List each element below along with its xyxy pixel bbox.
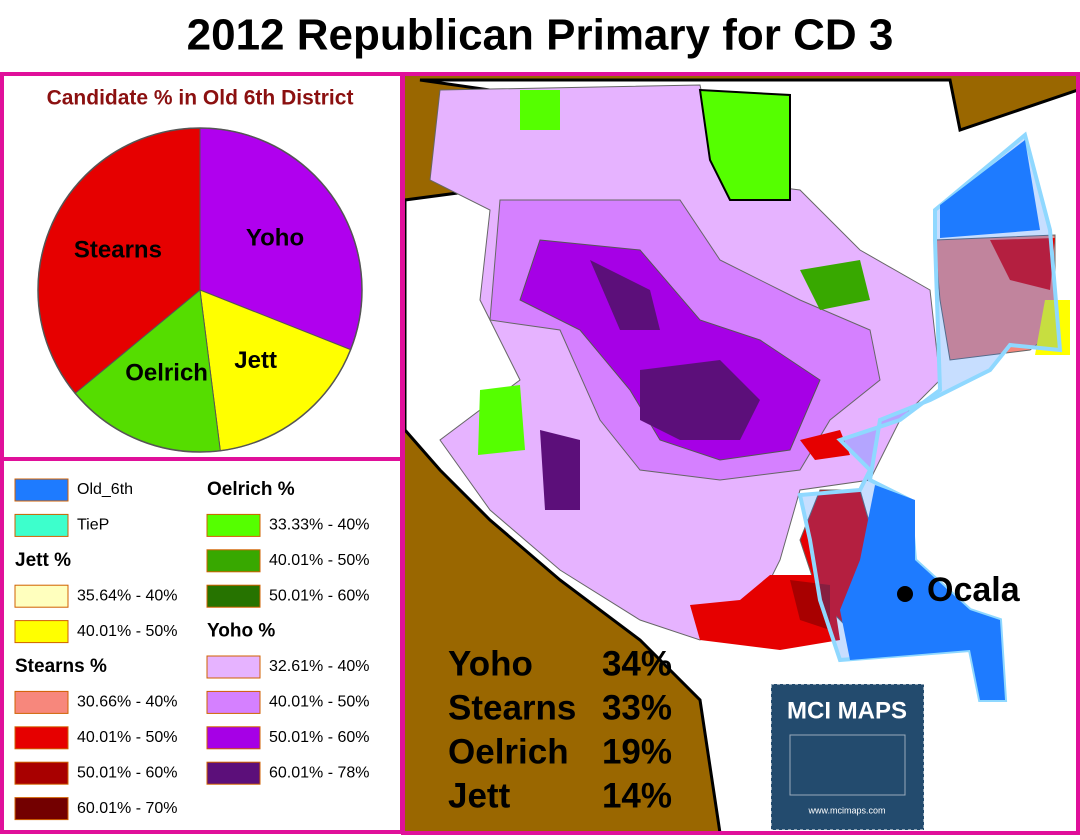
result-name: Stearns	[448, 688, 576, 727]
legend-swatch	[14, 761, 69, 785]
legend-heading: Jett %	[15, 550, 71, 571]
legend-swatch	[206, 690, 261, 714]
result-percent: 34%	[602, 644, 672, 683]
result-name: Yoho	[448, 644, 533, 683]
yoho-area	[590, 260, 660, 330]
legend-label: 32.61% - 40%	[269, 658, 370, 675]
legend-swatch	[14, 620, 69, 644]
result-name: Jett	[448, 776, 511, 815]
legend-label: 40.01% - 50%	[269, 552, 370, 569]
legend-swatch	[206, 761, 261, 785]
legend-label: 30.66% - 40%	[77, 694, 178, 711]
legend-label: 50.01% - 60%	[77, 764, 178, 781]
legend-panel	[0, 457, 404, 834]
stearns-area	[990, 238, 1055, 290]
old-6th-area	[940, 140, 1040, 238]
legend-swatch	[206, 584, 261, 608]
legend-label: 50.01% - 60%	[269, 587, 370, 604]
slice-label: Stearns	[74, 237, 162, 264]
legend-swatch	[14, 797, 69, 821]
page-title: 2012 Republican Primary for CD 3	[187, 11, 894, 60]
legend-heading: Yoho %	[207, 621, 275, 642]
oelrich-area	[520, 90, 560, 130]
legend-label: 60.01% - 78%	[269, 764, 370, 781]
stearns-area	[800, 430, 850, 460]
logo-url: www.mcimaps.com	[807, 805, 885, 815]
legend-label: 35.64% - 40%	[77, 587, 178, 604]
legend-swatch	[14, 584, 69, 608]
legend-heading: Stearns %	[15, 656, 107, 677]
yoho-area	[640, 360, 760, 440]
result-percent: 19%	[602, 732, 672, 771]
slice-label: Jett	[234, 347, 277, 374]
oelrich-area	[698, 88, 791, 201]
logo-name: MCI MAPS	[787, 697, 907, 724]
legend-swatch	[206, 549, 261, 573]
map-panel	[401, 72, 1080, 835]
legend-swatch	[14, 513, 69, 537]
logo-box	[770, 683, 925, 831]
oelrich-area	[478, 385, 525, 455]
old-6th-area	[840, 485, 1005, 700]
legend-label: 33.33% - 40%	[269, 517, 370, 534]
legend-swatch	[206, 655, 261, 679]
logo: MCI MAPS www.mcimaps.com	[770, 683, 925, 831]
legend-label: Old_6th	[77, 481, 133, 498]
yoho-area	[540, 430, 580, 510]
result-percent: 14%	[602, 776, 672, 815]
pie-title: Candidate % in Old 6th District	[47, 87, 354, 110]
legend-swatch	[206, 513, 261, 537]
legend-swatch	[14, 726, 69, 750]
legend-label: 50.01% - 60%	[269, 729, 370, 746]
legend-swatch	[14, 690, 69, 714]
city-dot	[897, 586, 913, 602]
pie: Yoho Jett Oelrich Stearns	[37, 127, 363, 453]
pie-outline	[37, 127, 363, 453]
map: Ocala	[403, 75, 1080, 835]
legend-label: TieP	[77, 517, 109, 534]
results: Yoho 34% Stearns 33% Oelrich 19% Jett 14%	[448, 644, 672, 815]
slice-label: Yoho	[246, 224, 304, 251]
legend-heading: Oelrich %	[207, 479, 295, 500]
legend: Old_6th TieP Jett % 35.64% - 40% 40.01% - 50…	[14, 478, 370, 821]
legend-label: 60.01% - 70%	[77, 800, 178, 817]
legend-swatch	[206, 726, 261, 750]
logo-map	[789, 734, 906, 796]
city-label: Ocala	[927, 571, 1021, 609]
legend-label: 40.01% - 50%	[269, 694, 370, 711]
result-percent: 33%	[602, 688, 672, 727]
legend-label: 40.01% - 50%	[77, 623, 178, 640]
legend-label: 40.01% - 50%	[77, 729, 178, 746]
legend-swatch	[14, 478, 69, 502]
slice-label: Oelrich	[125, 360, 208, 387]
oelrich-area	[800, 260, 870, 310]
result-name: Oelrich	[448, 732, 569, 771]
